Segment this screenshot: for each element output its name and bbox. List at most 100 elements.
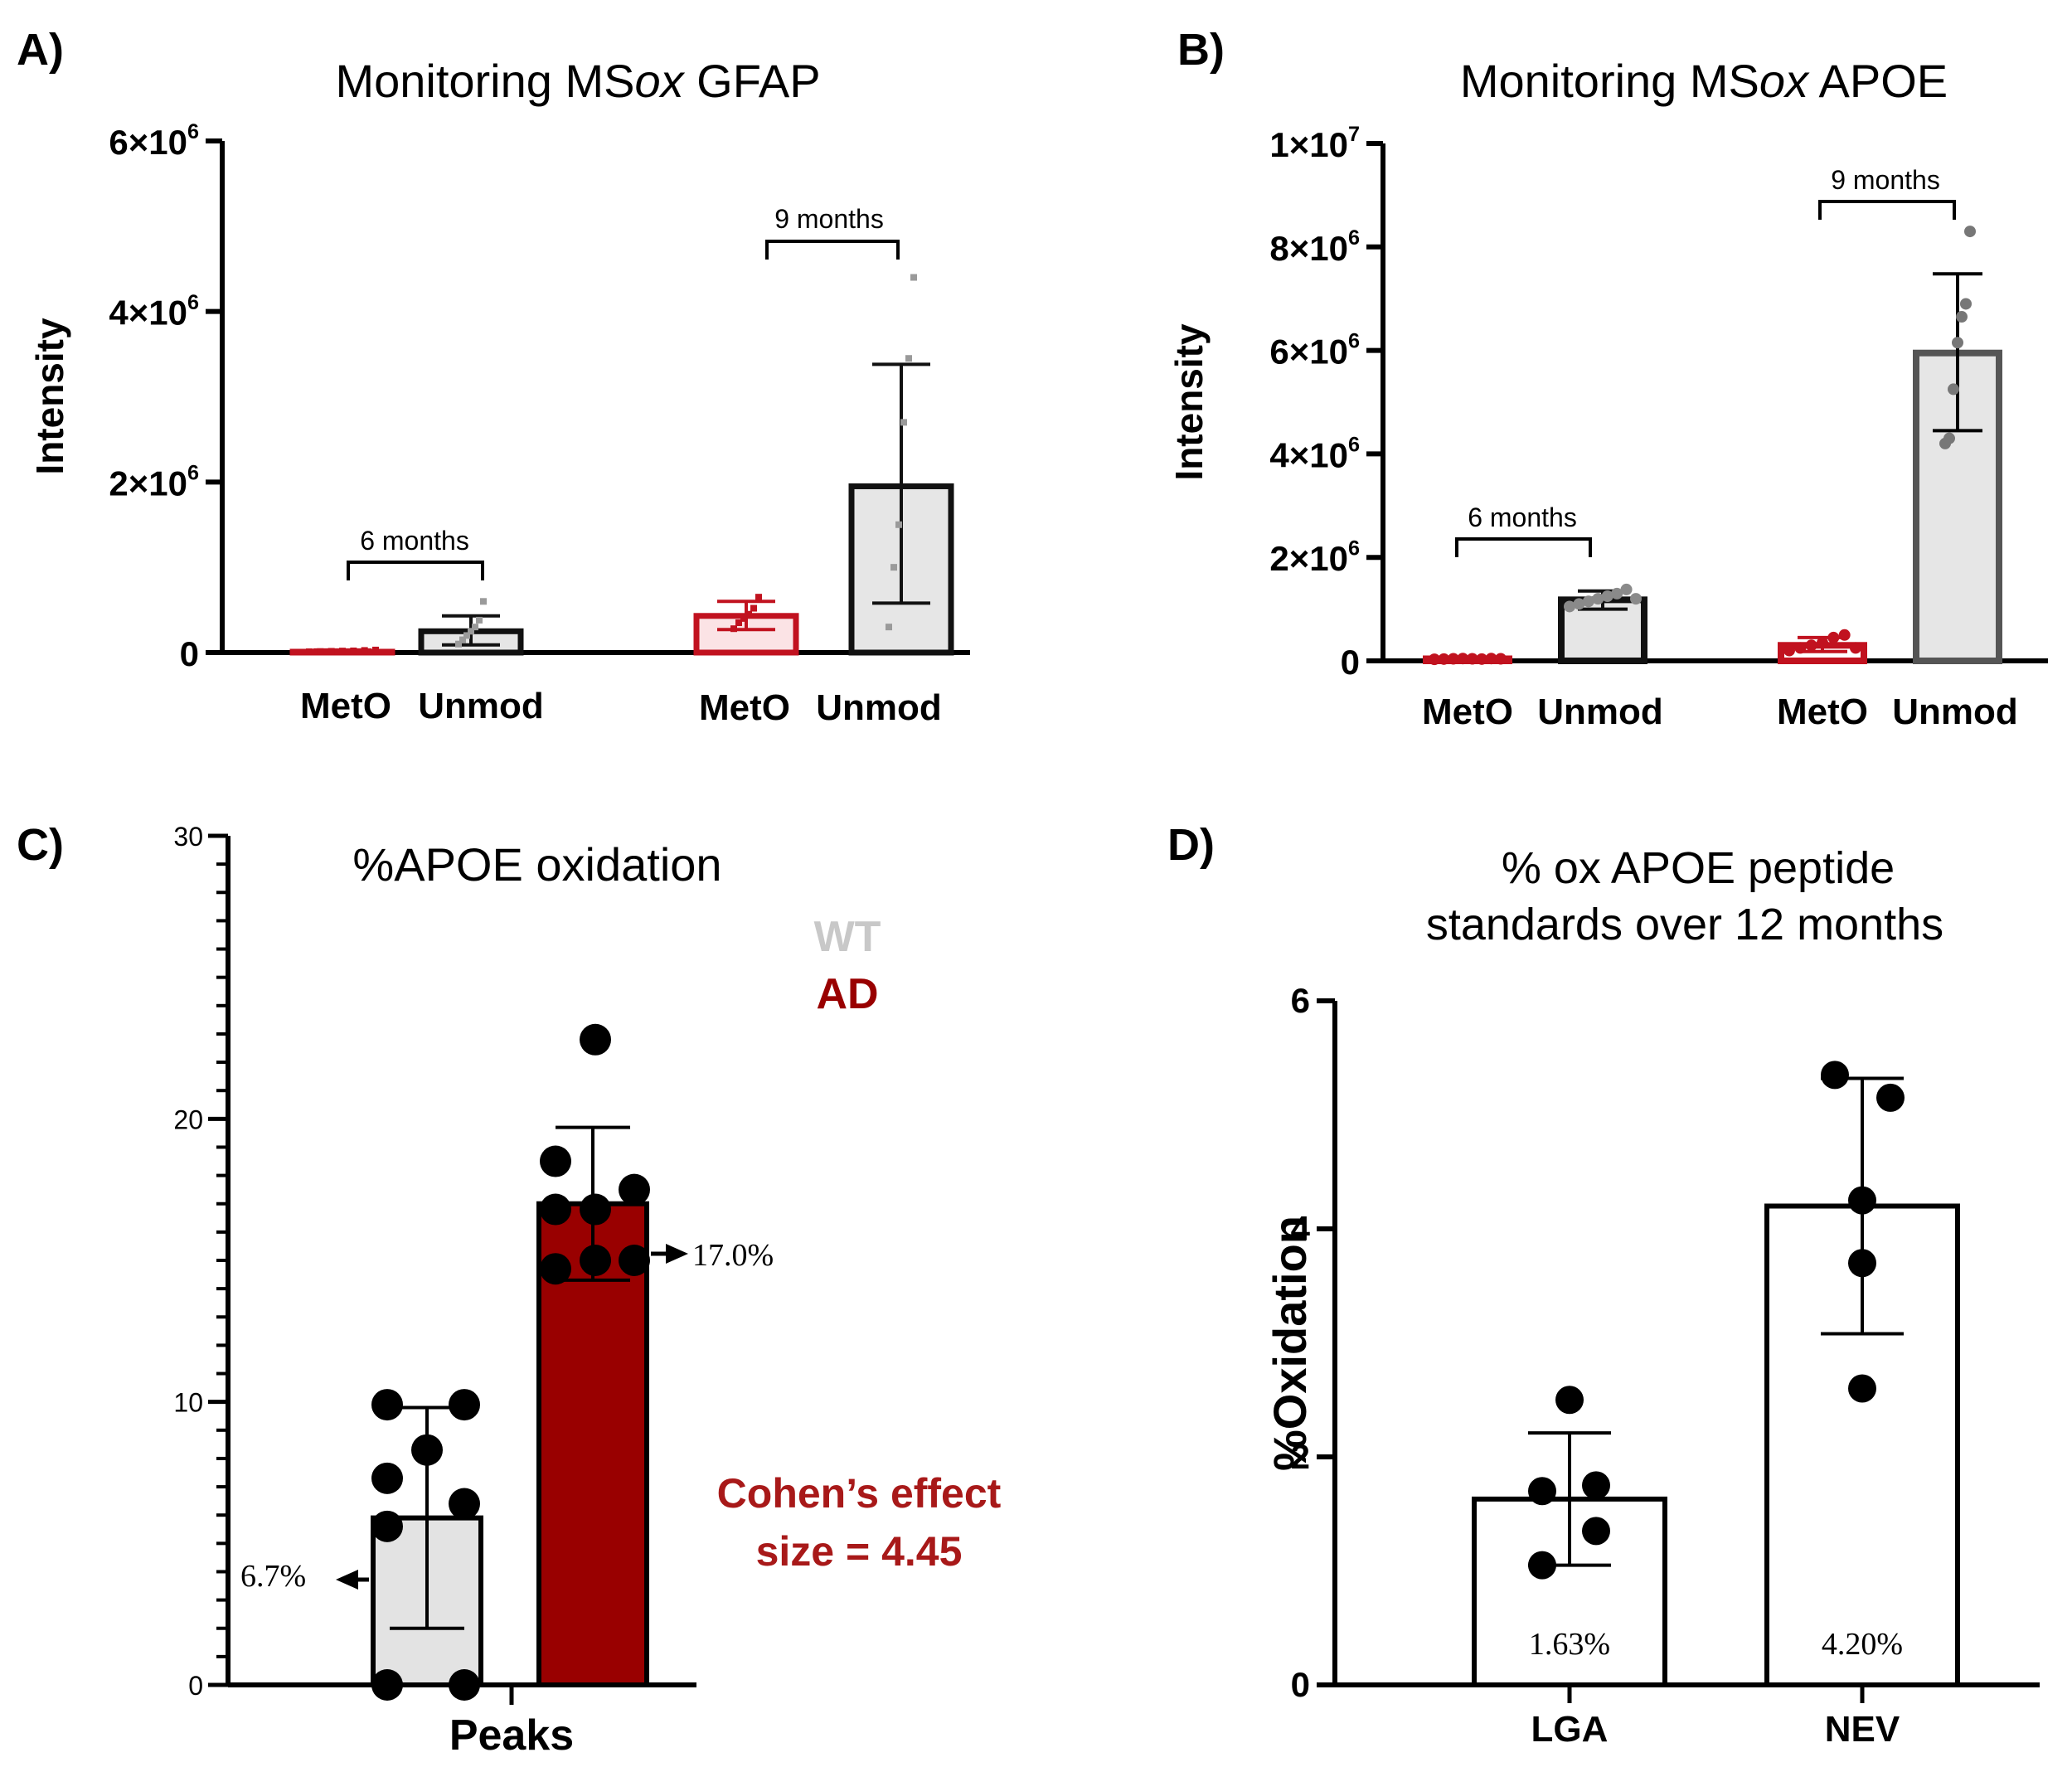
- data-point-b: [1783, 644, 1795, 657]
- data-point-a: [361, 647, 368, 654]
- y-tick-label-b: 6×106: [1269, 330, 1360, 371]
- y-tick-label-b-base: 8×10: [1269, 229, 1348, 268]
- panel-label-d: D): [1167, 820, 1215, 870]
- data-point-a: [463, 632, 470, 639]
- data-point-ad: [580, 1245, 611, 1276]
- legend-wt: WT: [814, 913, 881, 961]
- y-axis-label-b: Intensity: [1167, 323, 1211, 481]
- y-tick-label-a-base: 2×10: [109, 464, 187, 502]
- data-point-b: [1838, 629, 1851, 641]
- data-point-lga: [1582, 1517, 1610, 1546]
- data-point-a: [735, 619, 742, 627]
- data-point-b: [1960, 298, 1972, 310]
- data-point-ad: [540, 1145, 571, 1177]
- data-point-a: [350, 647, 357, 654]
- data-point-ad: [540, 1253, 571, 1285]
- data-point-lga: [1528, 1551, 1556, 1580]
- y-tick-label-d: 6: [1291, 981, 1310, 1020]
- x-tick-label-d: LGA: [1531, 1709, 1609, 1750]
- data-point-a: [886, 624, 892, 631]
- y-tick-label-a-exp: 6: [187, 291, 199, 314]
- y-tick-label-a: 6×106: [109, 120, 199, 162]
- y-tick-label-b-exp: 6: [1348, 434, 1360, 457]
- panel-c: C) %APOE oxidation 0 10 20 30 Peaks WT AD 6.7% 17.…: [17, 820, 1002, 1760]
- data-point-a: [890, 564, 897, 571]
- data-point-a: [476, 616, 483, 624]
- title-b-italic: ox: [1759, 55, 1810, 107]
- data-point-b: [1466, 653, 1478, 665]
- panel-a: A)Monitoring MSox GFAPIntensity02×1064×1…: [17, 25, 970, 728]
- y-tick-label-b-exp: 7: [1348, 123, 1360, 146]
- x-tick-label-a: Unmod: [418, 686, 544, 726]
- title-a-post: GFAP: [684, 55, 821, 107]
- data-point-a: [750, 604, 757, 612]
- data-point-b: [1495, 653, 1507, 665]
- data-point-b: [1964, 226, 1976, 238]
- data-point-wt: [371, 1462, 403, 1494]
- group-label-b: 6 months: [1468, 502, 1577, 532]
- group-bracket-a: [347, 561, 484, 580]
- data-point-wt: [449, 1669, 480, 1701]
- data-point-b: [1582, 595, 1594, 608]
- data-point-a: [745, 610, 752, 618]
- data-point-b: [1948, 383, 1959, 396]
- data-point-b: [1457, 653, 1469, 665]
- data-point-a: [905, 355, 912, 362]
- x-tick-label-a: MetO: [699, 687, 790, 728]
- data-point-b: [1794, 642, 1807, 654]
- y-axis-label-a: Intensity: [28, 318, 71, 475]
- panel-label-c: C): [17, 820, 64, 870]
- x-tick-label-b: Unmod: [1892, 692, 2018, 732]
- y-tick-label-b-exp: 6: [1348, 536, 1360, 560]
- data-point-wt: [371, 1510, 403, 1542]
- data-point-b: [1438, 653, 1450, 665]
- y-tick-label-b-base: 0: [1341, 643, 1360, 682]
- data-point-nev: [1821, 1061, 1849, 1090]
- y-tick-label-b-exp: 6: [1348, 330, 1360, 353]
- data-point-b: [1827, 631, 1840, 643]
- y-tick-label-b-base: 1×10: [1269, 125, 1348, 164]
- y-tick-label-b-base: 4×10: [1269, 435, 1348, 474]
- data-point-ad: [619, 1245, 650, 1276]
- group-label-a: 9 months: [774, 204, 884, 234]
- y-tick-label-c: 30: [173, 822, 203, 852]
- data-point-wt: [449, 1488, 480, 1520]
- data-point-lga: [1582, 1471, 1610, 1500]
- y-tick-label-b-base: 2×10: [1269, 539, 1348, 578]
- data-point-a: [459, 636, 466, 643]
- y-tick-label-c: 20: [173, 1104, 203, 1134]
- data-point-b: [1850, 642, 1861, 654]
- panel-label-b: B): [1177, 25, 1225, 75]
- data-point-b: [1429, 653, 1440, 666]
- chart-title-d-line1: % ox APOE peptide: [1502, 843, 1895, 893]
- data-point-a: [900, 419, 907, 426]
- data-point-b: [1620, 583, 1633, 595]
- arrow-wt: [336, 1570, 358, 1590]
- panel-label-a: A): [17, 25, 64, 75]
- data-point-a: [339, 648, 346, 655]
- group-label-a: 6 months: [360, 526, 469, 556]
- data-point-wt: [411, 1434, 443, 1466]
- title-a-pre: Monitoring MS: [335, 55, 634, 107]
- x-tick-label-b: MetO: [1422, 692, 1513, 732]
- data-point-b: [1630, 593, 1642, 605]
- data-point-a: [455, 640, 462, 648]
- data-point-b: [1956, 311, 1968, 323]
- y-tick-label-b-base: 6×10: [1269, 333, 1348, 371]
- data-point-b: [1817, 637, 1828, 649]
- annotation-nev: 4.20%: [1822, 1627, 1903, 1662]
- group-bracket-b: [1818, 200, 1956, 220]
- y-tick-label-b: 1×107: [1269, 123, 1360, 164]
- data-point-wt: [371, 1669, 403, 1701]
- y-tick-label-a: 2×106: [109, 461, 199, 502]
- data-point-b: [1564, 600, 1575, 613]
- data-point-b: [1601, 590, 1613, 602]
- data-point-b: [1592, 593, 1604, 605]
- y-tick-label-a: 0: [180, 634, 199, 673]
- y-tick-label-d: 2: [1291, 1437, 1310, 1476]
- y-tick-label-b-exp: 6: [1348, 226, 1360, 250]
- title-b-post: APOE: [1808, 55, 1948, 107]
- data-point-a: [306, 648, 313, 655]
- effect-size-line2: size = 4.45: [756, 1528, 963, 1575]
